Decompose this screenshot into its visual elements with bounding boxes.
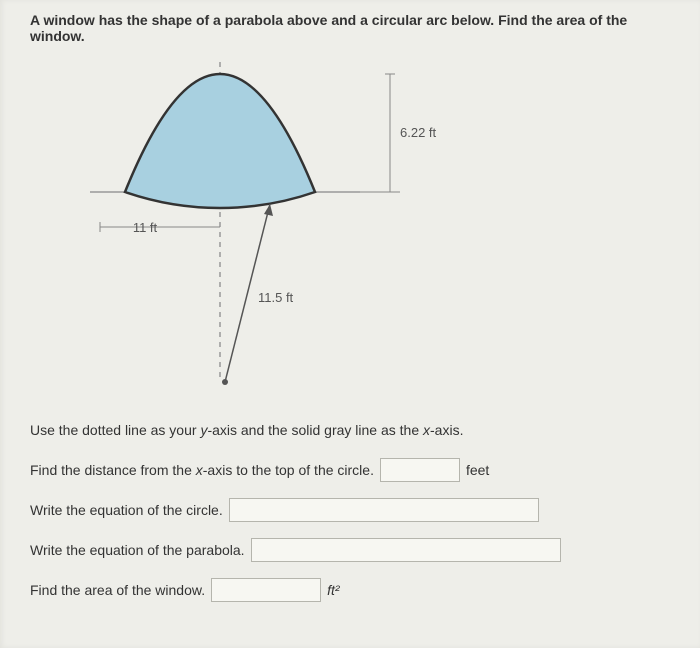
q1-a: Find the distance from the [30, 462, 196, 478]
instr-x: x [423, 422, 430, 438]
question-2: Write the equation of the circle. [30, 498, 670, 522]
height-label: 6.22 ft [400, 125, 437, 140]
instr-a: Use the dotted line as your [30, 422, 200, 438]
q1-label: Find the distance from the x-axis to the… [30, 462, 374, 478]
q1-b: -axis to the top of the circle. [203, 462, 374, 478]
q2-label: Write the equation of the circle. [30, 502, 223, 518]
problem-statement: A window has the shape of a parabola abo… [30, 12, 670, 44]
figure-container: 11 ft 6.22 ft 11.5 ft [70, 52, 670, 392]
q1-input[interactable] [380, 458, 460, 482]
q1-unit: feet [466, 462, 489, 478]
window-figure: 11 ft 6.22 ft 11.5 ft [70, 52, 490, 392]
radius-label: 11.5 ft [258, 290, 294, 305]
question-1: Find the distance from the x-axis to the… [30, 458, 670, 482]
q3-input[interactable] [251, 538, 561, 562]
q3-label: Write the equation of the parabola. [30, 542, 245, 558]
radius-arrow [264, 204, 273, 216]
q1-x: x [196, 462, 203, 478]
instr-c: -axis. [430, 422, 463, 438]
circle-center-dot [222, 379, 228, 385]
q4-label: Find the area of the window. [30, 582, 205, 598]
instr-b: -axis and the solid gray line as the [207, 422, 423, 438]
q2-input[interactable] [229, 498, 539, 522]
q4-unit: ft² [327, 582, 339, 598]
question-4: Find the area of the window. ft² [30, 578, 670, 602]
axis-instruction: Use the dotted line as your y-axis and t… [30, 422, 670, 438]
width-label: 11 ft [133, 220, 158, 235]
q4-input[interactable] [211, 578, 321, 602]
worksheet-page: A window has the shape of a parabola abo… [0, 0, 700, 648]
window-shape [125, 74, 315, 208]
question-3: Write the equation of the parabola. [30, 538, 670, 562]
